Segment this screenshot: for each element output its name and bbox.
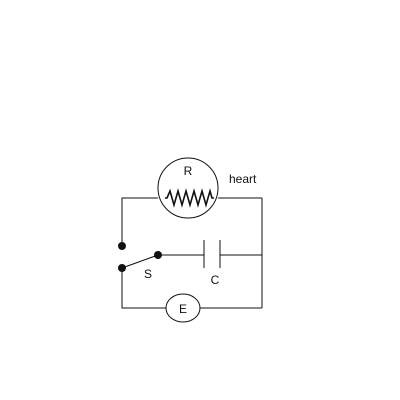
source-e: E	[165, 293, 201, 323]
switch-s: S	[118, 242, 162, 281]
resistor-label: R	[184, 164, 193, 178]
source-label: E	[179, 302, 187, 316]
switch-contact-upper	[118, 242, 126, 250]
wire-bottom-left	[121, 268, 166, 309]
resistor-zigzag	[165, 188, 214, 208]
resistor-note-label: heart	[229, 172, 257, 186]
switch-blade	[121, 254, 159, 269]
resistor-r: R	[157, 157, 219, 219]
capacitor-label: C	[211, 273, 220, 287]
wire-top-left	[121, 197, 158, 246]
capacitor-c: C	[203, 240, 221, 287]
source-ellipse	[165, 293, 201, 323]
switch-label: S	[144, 267, 152, 281]
